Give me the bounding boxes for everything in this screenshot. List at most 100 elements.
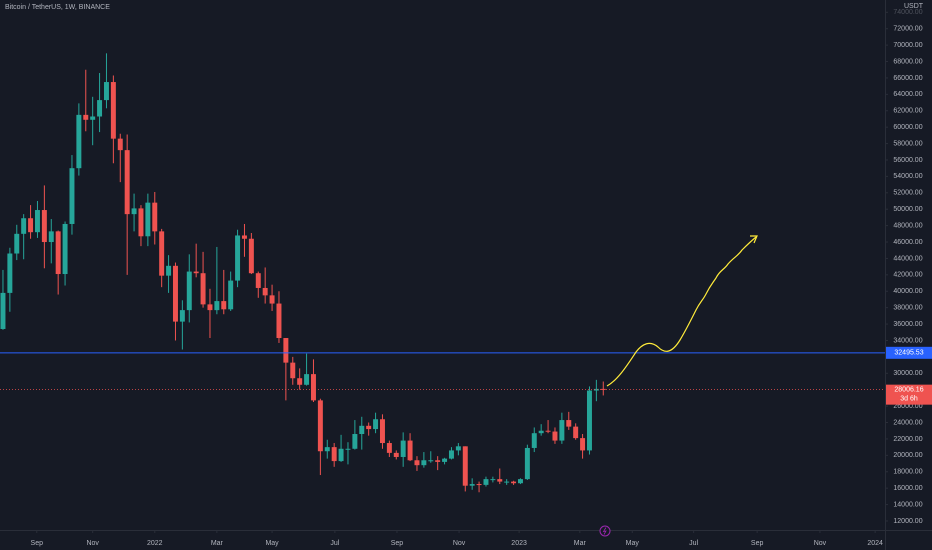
- candle-body: [76, 114, 82, 169]
- candle-body: [138, 208, 144, 237]
- last-price-box: [886, 384, 932, 405]
- candle-body: [69, 168, 75, 224]
- candle-body: [345, 448, 351, 450]
- x-tick-label: Sep: [391, 540, 404, 547]
- candle-body: [117, 138, 123, 151]
- candle-body: [0, 292, 6, 329]
- candle-body: [297, 378, 303, 385]
- y-tick-label: 44000.00: [893, 255, 922, 262]
- y-tick-label: 54000.00: [893, 173, 922, 180]
- candle-body: [531, 433, 537, 448]
- candle-body: [41, 210, 47, 243]
- candle-body: [573, 426, 579, 439]
- candle-body: [62, 223, 68, 275]
- candle-body: [352, 434, 358, 449]
- candle-body: [324, 447, 330, 452]
- candle-body: [421, 460, 427, 466]
- candle-body: [14, 233, 20, 254]
- candle-body: [7, 253, 13, 293]
- candle-body: [221, 301, 227, 310]
- candle-body: [172, 265, 178, 322]
- candle-body: [255, 273, 261, 288]
- candle-body: [504, 481, 510, 483]
- candle-body: [48, 231, 54, 243]
- candle-body: [483, 479, 489, 485]
- y-tick-label: 18000.00: [893, 469, 922, 476]
- candle-body: [124, 150, 130, 215]
- x-tick-label: Nov: [86, 540, 99, 547]
- x-tick-label: Jul: [330, 540, 339, 547]
- candle-body: [462, 446, 468, 486]
- y-tick-label: 16000.00: [893, 485, 922, 492]
- candle-body: [304, 374, 310, 385]
- y-tick-label: 66000.00: [893, 75, 922, 82]
- candle-body: [566, 420, 572, 427]
- candle-body: [34, 210, 40, 233]
- candle-body: [228, 280, 234, 310]
- y-tick-label: 36000.00: [893, 321, 922, 328]
- y-tick-label: 48000.00: [893, 222, 922, 229]
- candle-body: [442, 458, 448, 462]
- candle-body: [200, 273, 206, 305]
- y-tick-label: 24000.00: [893, 419, 922, 426]
- x-tick-label: Sep: [751, 540, 764, 547]
- candle-body: [159, 231, 165, 276]
- y-tick-label: 64000.00: [893, 91, 922, 98]
- candle-body: [145, 202, 151, 237]
- y-tick-label: 46000.00: [893, 239, 922, 246]
- candle-body: [131, 208, 137, 215]
- x-tick-label: May: [265, 540, 279, 547]
- x-tick-label: Nov: [453, 540, 466, 547]
- countdown-label: 3d 6h: [900, 395, 918, 402]
- candle-body: [317, 400, 323, 452]
- candle-body: [517, 479, 523, 484]
- level-label: 32495.53: [894, 350, 923, 357]
- candle-body: [186, 271, 192, 311]
- y-tick-label: 72000.00: [893, 26, 922, 33]
- y-tick-label: 42000.00: [893, 272, 922, 279]
- last-price-label: 28006.16: [894, 386, 923, 393]
- x-tick-label: Nov: [814, 540, 827, 547]
- candle-body: [55, 231, 61, 275]
- candle-body: [373, 419, 379, 430]
- candle-body: [490, 479, 496, 481]
- candle-body: [166, 265, 172, 276]
- candle-body: [435, 460, 441, 462]
- currency-label: USDT: [904, 3, 924, 10]
- x-tick-label: Jul: [689, 540, 698, 547]
- candle-body: [283, 338, 289, 363]
- y-tick-label: 60000.00: [893, 124, 922, 131]
- candle-body: [269, 295, 275, 304]
- y-tick-label: 22000.00: [893, 436, 922, 443]
- x-tick-label: Mar: [211, 540, 224, 547]
- candle-body: [103, 82, 109, 101]
- candle-body: [545, 430, 551, 432]
- candle-body: [262, 287, 268, 296]
- candle-body: [110, 82, 116, 139]
- y-tick-label: 50000.00: [893, 206, 922, 213]
- candle-body: [386, 443, 392, 453]
- candle-body: [469, 484, 475, 486]
- y-tick-label: 74000.00: [893, 9, 922, 16]
- candle-body: [152, 202, 158, 232]
- candle-body: [193, 271, 199, 274]
- y-tick-label: 70000.00: [893, 42, 922, 49]
- candle-body: [414, 460, 420, 466]
- candle-body: [593, 388, 599, 391]
- x-tick-label: May: [626, 540, 640, 547]
- trend-drawing: [606, 236, 757, 387]
- candle-body: [497, 479, 503, 482]
- y-tick-label: 14000.00: [893, 501, 922, 508]
- x-tick-label: 2024: [867, 540, 883, 547]
- candle-body: [476, 484, 482, 486]
- y-tick-label: 38000.00: [893, 305, 922, 312]
- candle-body: [400, 440, 406, 457]
- candle-body: [511, 481, 517, 484]
- candle-body: [235, 235, 241, 281]
- x-tick-label: 2023: [511, 540, 527, 547]
- x-tick-label: Mar: [574, 540, 587, 547]
- candle-body: [366, 425, 372, 430]
- y-tick-label: 40000.00: [893, 288, 922, 295]
- candle-body: [455, 446, 461, 451]
- y-tick-label: 30000.00: [893, 370, 922, 377]
